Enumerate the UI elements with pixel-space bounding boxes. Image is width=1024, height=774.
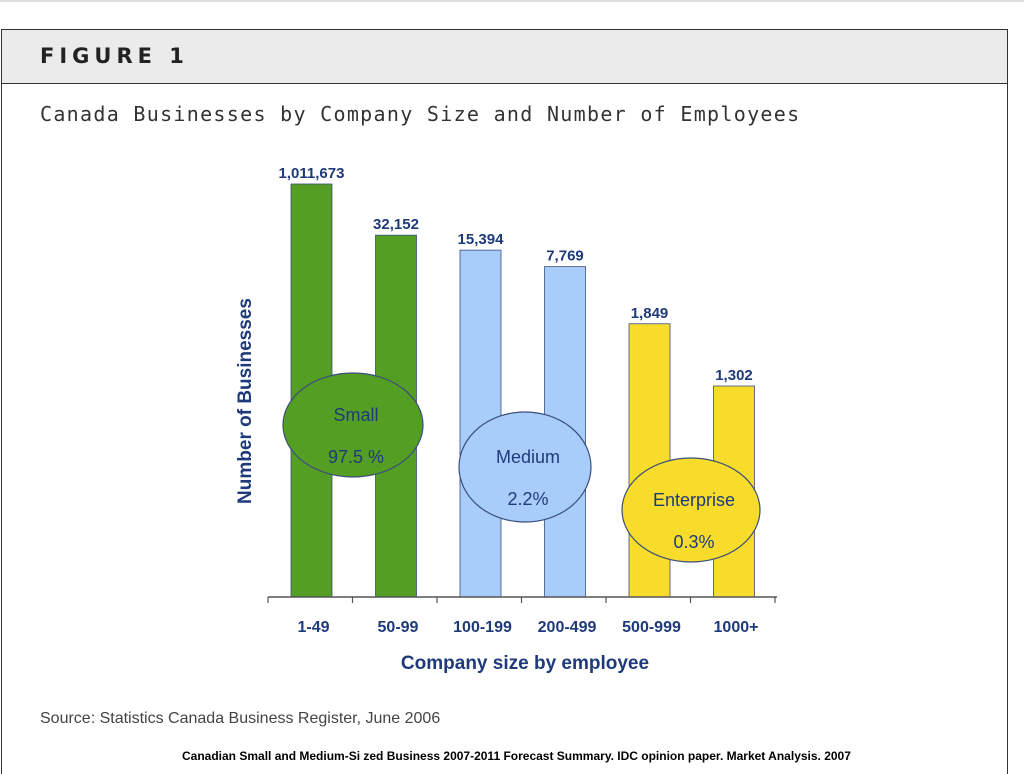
- group-ellipse: [282, 372, 424, 478]
- group-ellipse: [458, 411, 592, 523]
- figure-header-bar: [1, 29, 1008, 84]
- chart-subtitle: Canada Businesses by Company Size and Nu…: [40, 102, 801, 126]
- bar-value-label: 1,849: [631, 305, 669, 322]
- group-name-label: Small: [333, 405, 378, 425]
- x-axis-title: Company size by employee: [401, 653, 649, 674]
- citation-footnote: Canadian Small and Medium-Si zed Busines…: [182, 749, 851, 763]
- bar-value-label: 32,152: [373, 216, 419, 233]
- x-tick-label: 1000+: [714, 619, 759, 636]
- top-rule: [0, 0, 1024, 2]
- x-tick-label: 500-999: [622, 619, 681, 636]
- group-share-label: 0.3%: [673, 532, 714, 552]
- x-tick-label: 200-499: [538, 619, 597, 636]
- bar-value-label: 7,769: [546, 248, 584, 265]
- group-ellipse: [621, 457, 761, 563]
- x-tick-label: 50-99: [378, 619, 419, 636]
- group-name-label: Medium: [496, 447, 560, 467]
- x-tick-label: 1-49: [297, 619, 329, 636]
- bar-value-label: 15,394: [458, 231, 505, 248]
- bar-value-label: 1,302: [715, 367, 753, 384]
- group-share-label: 2.2%: [507, 489, 548, 509]
- figure-label: FIGURE 1: [40, 44, 189, 68]
- bar-value-label: 1,011,673: [279, 165, 345, 182]
- group-share-label: 97.5 %: [328, 447, 384, 467]
- source-note: Source: Statistics Canada Business Regis…: [40, 710, 441, 727]
- y-axis-title: Number of Businesses: [235, 298, 256, 504]
- group-name-label: Enterprise: [653, 490, 735, 510]
- x-tick-label: 100-199: [453, 619, 512, 636]
